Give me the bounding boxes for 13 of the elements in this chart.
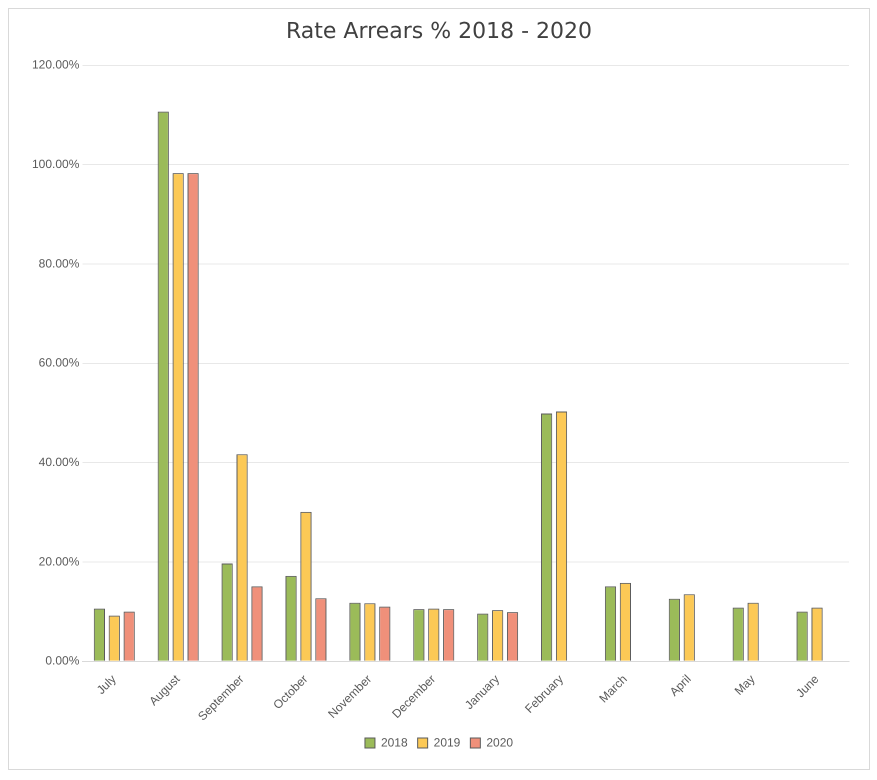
chart-title: Rate Arrears % 2018 - 2020	[286, 18, 592, 44]
y-tick-label: 80.00%	[38, 256, 80, 270]
y-tick-label: 0.00%	[45, 654, 80, 668]
legend-label: 2018	[380, 735, 408, 750]
y-tick-label: 20.00%	[38, 554, 80, 568]
y-tick-label: 120.00%	[32, 58, 80, 72]
y-tick-label: 100.00%	[32, 157, 80, 172]
y-tick-label: 40.00%	[38, 454, 80, 469]
x-tick-label: May	[732, 672, 758, 698]
legend-label: 2019	[434, 735, 461, 750]
y-tick-label: 60.00%	[38, 356, 80, 370]
legend-label: 2020	[486, 735, 514, 750]
x-tick-label: July	[94, 672, 119, 697]
